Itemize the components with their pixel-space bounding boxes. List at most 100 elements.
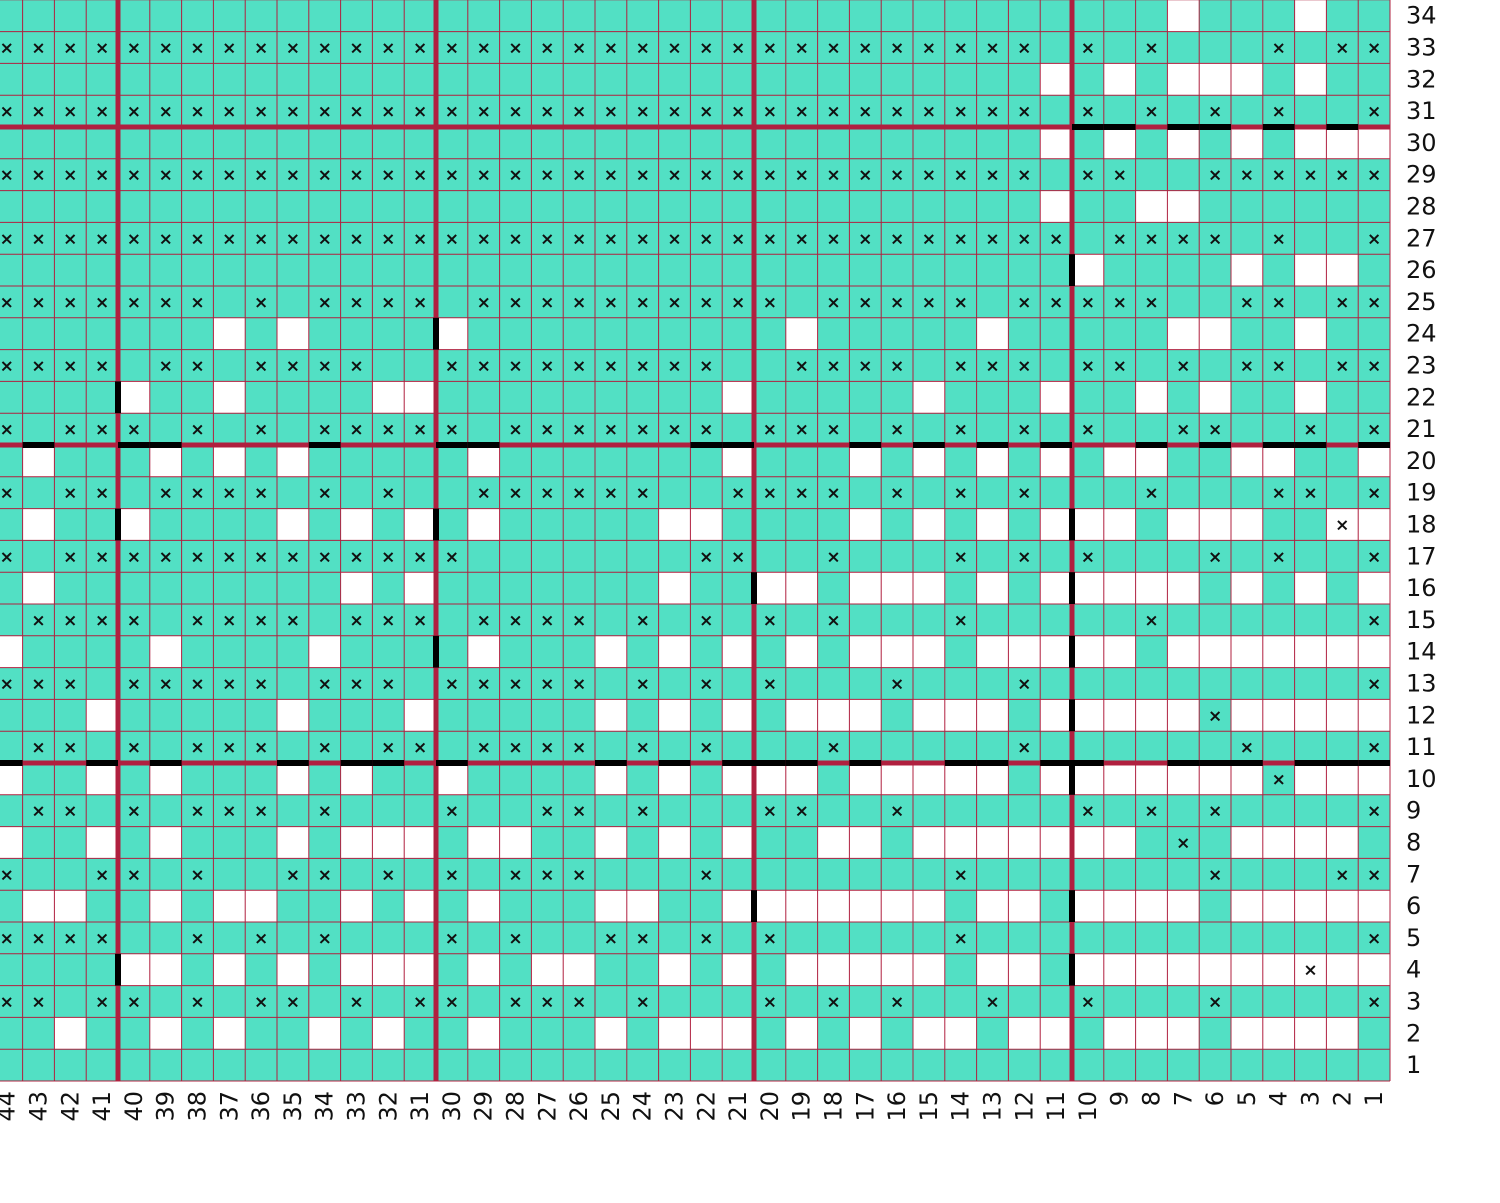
- column-label: 4: [1265, 1091, 1293, 1106]
- stitch-mark: ×: [1144, 102, 1158, 122]
- empty-cell: [1040, 508, 1072, 541]
- empty-cell: [1040, 572, 1072, 604]
- stitch-mark: ×: [954, 357, 968, 377]
- stitch-mark: ×: [1272, 547, 1286, 567]
- stitch-mark: ×: [254, 929, 268, 949]
- empty-cell: [1231, 953, 1263, 986]
- empty-cell: [340, 953, 373, 986]
- stitch-mark: ×: [636, 39, 650, 59]
- stitch-mark: ×: [0, 39, 14, 59]
- stitch-mark: ×: [159, 547, 173, 567]
- empty-cell: [976, 445, 1009, 477]
- stitch-mark: ×: [318, 420, 332, 440]
- empty-cell: [658, 953, 691, 986]
- stitch-mark: ×: [31, 166, 45, 186]
- stitch-mark: ×: [413, 738, 427, 758]
- empty-cell: [785, 572, 818, 604]
- stitch-mark: ×: [349, 675, 363, 695]
- stitch-mark: ×: [540, 611, 554, 631]
- stitch-mark: ×: [572, 865, 586, 885]
- empty-cell: [1072, 953, 1104, 986]
- empty-cell: [1199, 381, 1231, 414]
- column-label: 19: [788, 1091, 816, 1122]
- stitch-mark: ×: [572, 484, 586, 504]
- stitch-mark: ×: [31, 738, 45, 758]
- row-label: 33: [1406, 34, 1437, 62]
- empty-cell: [722, 699, 754, 732]
- empty-cell: [754, 572, 786, 604]
- stitch-mark: ×: [508, 102, 522, 122]
- stitch-mark: ×: [890, 293, 904, 313]
- stitch-mark: ×: [254, 738, 268, 758]
- stitch-mark: ×: [159, 293, 173, 313]
- stitch-mark: ×: [349, 420, 363, 440]
- column-label: 27: [533, 1091, 561, 1122]
- empty-cell: [1294, 572, 1327, 604]
- stitch-mark: ×: [159, 675, 173, 695]
- stitch-mark: ×: [477, 738, 491, 758]
- stitch-mark: ×: [95, 229, 109, 249]
- empty-cell: [785, 953, 818, 986]
- stitch-mark: ×: [1176, 420, 1190, 440]
- empty-cell: [976, 699, 1009, 732]
- stitch-mark: ×: [985, 357, 999, 377]
- empty-cell: [1231, 699, 1263, 732]
- column-label: 39: [152, 1091, 180, 1122]
- empty-cell: [944, 699, 977, 732]
- stitch-mark: ×: [63, 675, 77, 695]
- stitch-mark: ×: [1208, 166, 1222, 186]
- empty-cell: [1103, 890, 1136, 922]
- stitch-mark: ×: [826, 993, 840, 1013]
- stitch-mark: ×: [890, 420, 904, 440]
- stitch-mark: ×: [636, 675, 650, 695]
- stitch-mark: ×: [763, 229, 777, 249]
- empty-cell: [976, 890, 1009, 922]
- empty-cell: [976, 572, 1009, 604]
- empty-cell: [277, 508, 309, 541]
- empty-cell: [1358, 127, 1390, 159]
- stitch-mark: ×: [318, 738, 332, 758]
- empty-cell: [1358, 890, 1390, 922]
- empty-cell: [1072, 254, 1104, 286]
- empty-cell: [1103, 63, 1136, 96]
- stitch-mark: ×: [1208, 865, 1222, 885]
- stitch-mark: ×: [63, 293, 77, 313]
- empty-cell: [1103, 635, 1136, 668]
- stitch-mark: ×: [190, 611, 204, 631]
- stitch-mark: ×: [286, 102, 300, 122]
- row-label: 13: [1406, 670, 1437, 698]
- empty-cells: [0, 0, 1390, 1050]
- empty-cell: [1135, 890, 1168, 922]
- empty-cell: [913, 953, 945, 986]
- empty-cell: [1103, 826, 1136, 859]
- column-label: 16: [883, 1091, 911, 1122]
- empty-cell: [1103, 445, 1136, 477]
- empty-cell: [277, 317, 309, 350]
- column-label: 5: [1233, 1091, 1261, 1106]
- stitch-mark: ×: [318, 102, 332, 122]
- empty-cell: [149, 445, 182, 477]
- stitch-mark: ×: [445, 420, 459, 440]
- stitch-mark: ×: [954, 611, 968, 631]
- stitch-mark: ×: [795, 166, 809, 186]
- stitch-mark: ×: [1017, 675, 1031, 695]
- row-label: 34: [1406, 2, 1437, 30]
- stitch-mark: ×: [540, 102, 554, 122]
- stitch-mark: ×: [63, 420, 77, 440]
- row-label: 24: [1406, 320, 1437, 348]
- empty-cell: [1358, 508, 1390, 541]
- stitch-mark: ×: [318, 293, 332, 313]
- stitch-mark: ×: [413, 39, 427, 59]
- empty-cell: [149, 763, 182, 795]
- stitch-mark: ×: [190, 229, 204, 249]
- empty-cell: [277, 699, 309, 732]
- stitch-mark: ×: [95, 611, 109, 631]
- stitch-mark: ×: [0, 357, 14, 377]
- stitch-mark: ×: [445, 166, 459, 186]
- empty-cell: [1326, 763, 1359, 795]
- stitch-mark: ×: [1081, 802, 1095, 822]
- stitch-mark: ×: [985, 39, 999, 59]
- stitch-mark: ×: [572, 675, 586, 695]
- empty-cell: [467, 953, 500, 986]
